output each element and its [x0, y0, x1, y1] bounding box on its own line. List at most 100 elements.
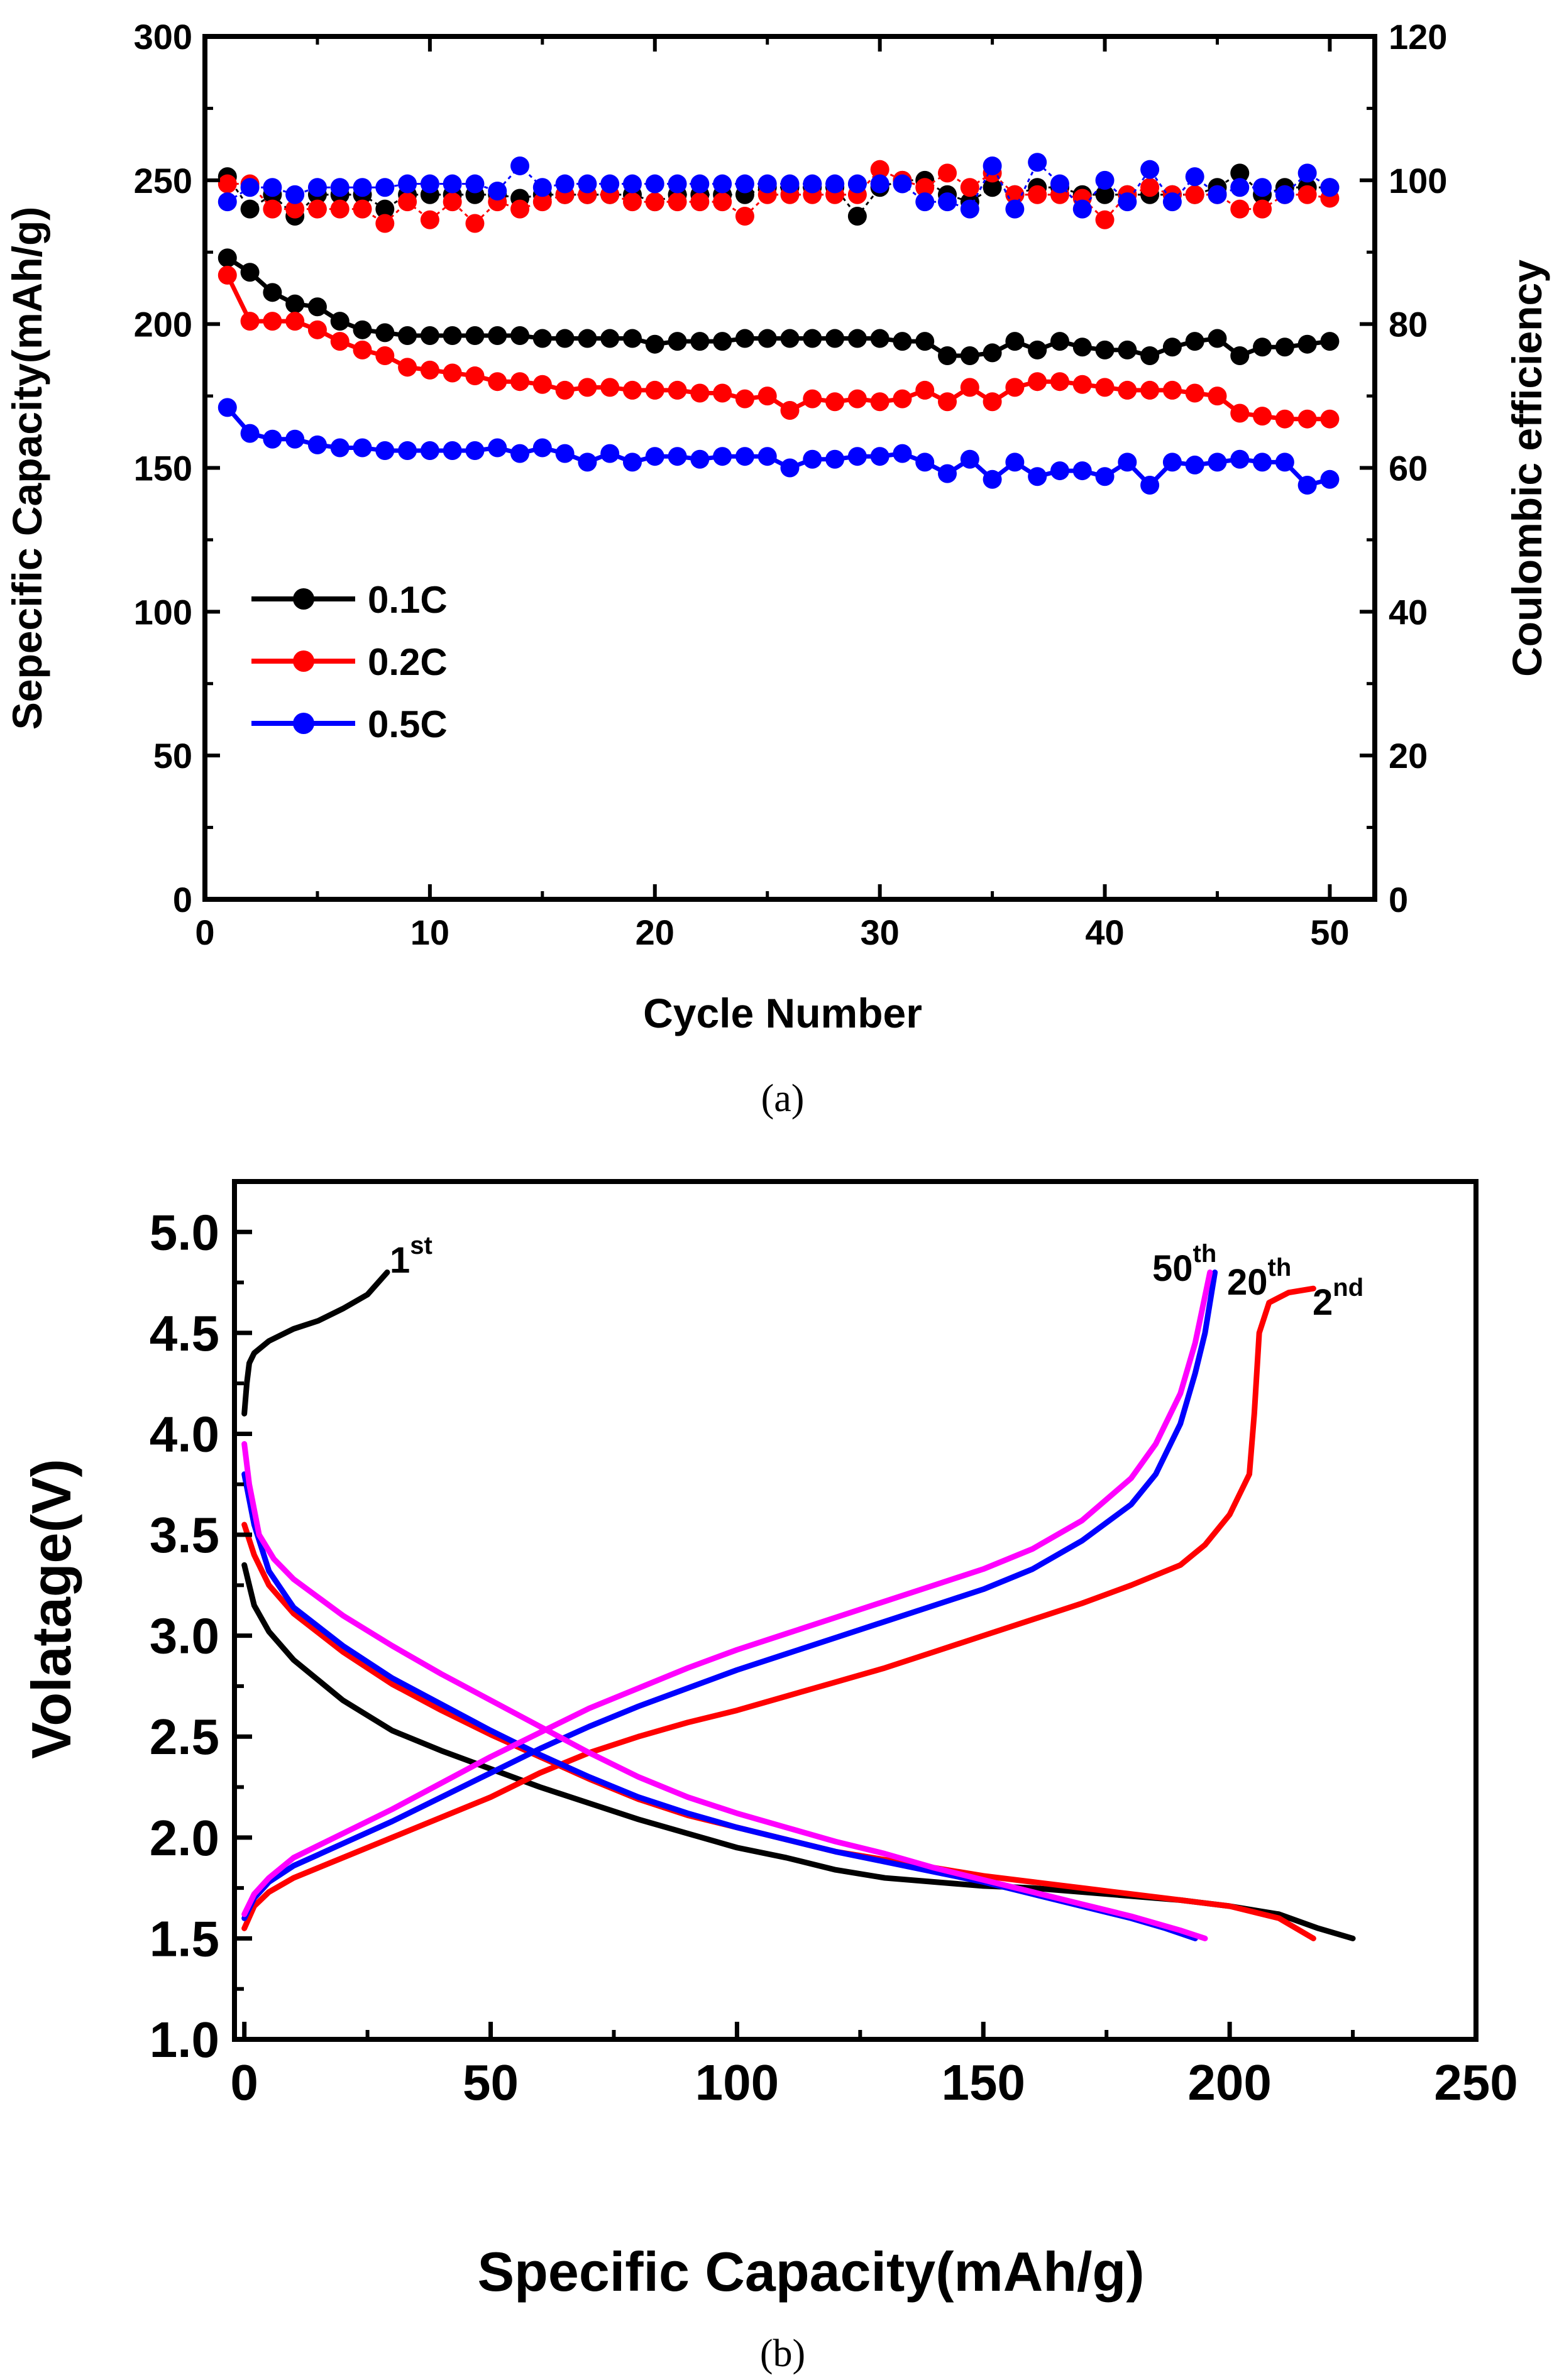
efficiency-point-0.5C — [870, 174, 889, 194]
y-tick-label: 100 — [134, 592, 192, 632]
charge-curve-1st — [241, 1270, 390, 1417]
capacity-point-0.2C — [1208, 387, 1227, 406]
capacity-point-0.2C — [780, 400, 800, 420]
efficiency-point-0.5C — [1230, 178, 1250, 197]
capacity-point-0.1C — [757, 329, 777, 348]
efficiency-point-0.1C — [1230, 163, 1250, 183]
capacity-point-0.5C — [218, 398, 237, 417]
efficiency-point-0.5C — [1208, 185, 1227, 204]
y-tick-label: 300 — [134, 17, 192, 57]
efficiency-point-0.5C — [1028, 153, 1047, 172]
capacity-point-0.1C — [353, 320, 372, 339]
capacity-point-0.5C — [713, 447, 732, 466]
capacity-point-0.1C — [668, 332, 687, 351]
capacity-point-0.2C — [532, 375, 552, 394]
capacity-point-0.2C — [488, 372, 507, 392]
panel-a-x-axis-label: Cycle Number — [643, 990, 922, 1036]
capacity-point-0.2C — [757, 387, 777, 406]
efficiency-point-0.5C — [622, 174, 642, 194]
legend-label-0.2C: 0.2C — [368, 641, 448, 683]
capacity-point-0.1C — [1118, 340, 1137, 359]
capacity-point-0.1C — [1072, 337, 1092, 357]
y-tick-label: 200 — [134, 305, 192, 344]
efficiency-point-0.5C — [218, 192, 237, 212]
capacity-point-0.2C — [1320, 409, 1340, 429]
x-tick-label: 0 — [195, 913, 214, 952]
efficiency-point-0.2C — [420, 210, 439, 229]
capacity-point-0.5C — [353, 438, 372, 458]
efficiency-point-0.5C — [420, 174, 439, 194]
capacity-point-0.1C — [1208, 329, 1227, 348]
efficiency-point-0.2C — [1253, 199, 1272, 219]
y-tick-label: 3.0 — [150, 1608, 219, 1664]
legend-marker-0.5C — [293, 713, 314, 734]
capacity-point-0.2C — [1118, 380, 1137, 400]
efficiency-point-0.5C — [847, 174, 867, 194]
panel-a-y-axis-label: Sepecific Capacity(mAh/g) — [4, 207, 50, 730]
y-tick-label: 4.0 — [150, 1406, 219, 1462]
capacity-point-0.2C — [578, 378, 597, 397]
capacity-point-0.5C — [938, 464, 957, 483]
capacity-point-0.2C — [353, 340, 372, 359]
efficiency-point-0.5C — [780, 174, 800, 194]
efficiency-point-0.1C — [240, 199, 260, 219]
capacity-point-0.1C — [983, 343, 1002, 363]
y-tick-label: 150 — [134, 449, 192, 488]
capacity-point-0.1C — [847, 329, 867, 348]
y-tick-label: 1.0 — [150, 2012, 219, 2068]
y2-tick-label: 0 — [1389, 880, 1408, 919]
capacity-line-0.1C — [226, 256, 1330, 358]
capacity-point-0.1C — [1230, 346, 1250, 366]
charge-curve-2nd — [241, 1285, 1316, 1931]
capacity-point-0.2C — [1185, 383, 1204, 403]
capacity-point-0.5C — [532, 438, 552, 458]
curve-label-2nd: 2nd — [1313, 1274, 1363, 1323]
capacity-point-0.5C — [1005, 452, 1025, 472]
y-tick-label: 2.5 — [150, 1709, 219, 1765]
capacity-point-0.5C — [1140, 475, 1160, 495]
capacity-point-0.1C — [1162, 337, 1182, 357]
capacity-point-0.1C — [825, 329, 845, 348]
efficiency-point-0.5C — [488, 181, 507, 200]
capacity-point-0.2C — [285, 312, 305, 331]
efficiency-point-0.5C — [757, 174, 777, 194]
capacity-point-0.1C — [1253, 337, 1272, 357]
capacity-point-0.1C — [398, 326, 417, 345]
efficiency-point-0.5C — [1297, 163, 1317, 183]
efficiency-point-0.5C — [803, 174, 822, 194]
capacity-point-0.2C — [307, 320, 327, 339]
capacity-point-0.5C — [983, 469, 1002, 489]
capacity-point-0.2C — [713, 383, 732, 403]
efficiency-point-0.5C — [443, 174, 462, 194]
efficiency-point-0.2C — [668, 192, 687, 212]
capacity-point-0.5C — [443, 441, 462, 461]
efficiency-point-0.2C — [938, 163, 957, 183]
capacity-point-0.1C — [870, 329, 889, 348]
capacity-point-0.2C — [645, 380, 664, 400]
x-tick-label: 250 — [1434, 2054, 1517, 2110]
panel-b-caption: (b) — [760, 2332, 805, 2375]
capacity-point-0.2C — [960, 378, 979, 397]
efficiency-point-0.5C — [1275, 185, 1294, 204]
efficiency-point-0.5C — [1185, 167, 1204, 187]
efficiency-point-0.5C — [1162, 192, 1182, 212]
capacity-point-0.1C — [713, 332, 732, 351]
capacity-point-0.5C — [240, 424, 260, 443]
efficiency-point-0.5C — [465, 174, 485, 194]
y-tick-label: 2.0 — [150, 1810, 219, 1866]
y-tick-label: 250 — [134, 161, 192, 200]
capacity-point-0.5C — [735, 447, 754, 466]
efficiency-point-0.5C — [668, 174, 687, 194]
efficiency-point-0.5C — [285, 185, 305, 204]
capacity-point-0.2C — [938, 392, 957, 412]
capacity-point-0.2C — [803, 389, 822, 409]
x-tick-label: 150 — [942, 2054, 1025, 2110]
capacity-point-0.1C — [1275, 337, 1294, 357]
capacity-point-0.2C — [870, 392, 889, 412]
x-tick-label: 20 — [636, 913, 675, 952]
efficiency-point-0.5C — [938, 192, 957, 212]
efficiency-point-0.5C — [578, 174, 597, 194]
capacity-point-0.5C — [1095, 467, 1115, 486]
efficiency-point-0.5C — [893, 174, 912, 194]
